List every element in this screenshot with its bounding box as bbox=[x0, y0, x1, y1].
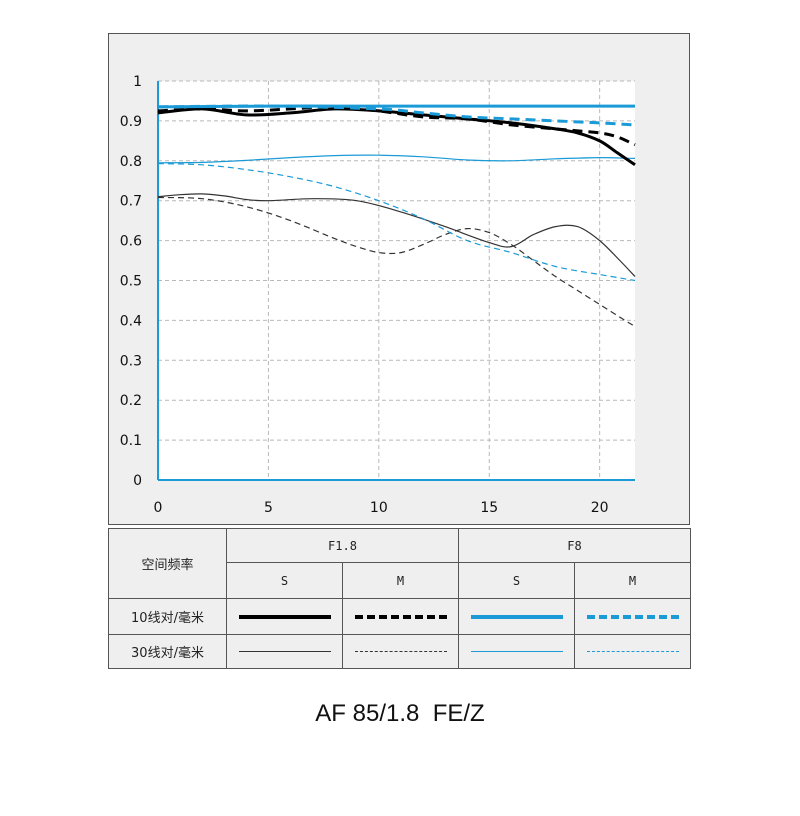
spatial-frequency-header: 空间频率 bbox=[108, 528, 227, 599]
x-tick-label: 0 bbox=[154, 500, 163, 516]
y-tick-label: 0 bbox=[133, 473, 142, 489]
y-tick-label: 0.3 bbox=[120, 353, 142, 369]
y-tick-label: 0.7 bbox=[120, 194, 142, 210]
swatch-10-f8-m bbox=[573, 598, 692, 635]
y-tick-label: 0.8 bbox=[120, 154, 142, 170]
f18-sagittal-header: S bbox=[226, 562, 343, 599]
f8-sagittal-header: S bbox=[458, 562, 575, 599]
y-tick-label: 0.9 bbox=[120, 114, 142, 130]
aperture-f8-header: F8 bbox=[457, 528, 692, 563]
swatch-30-f18-s bbox=[226, 634, 343, 669]
swatch-10-f18-s bbox=[226, 598, 343, 635]
series-line-2 bbox=[157, 104, 635, 109]
swatch-30-f18-m bbox=[342, 634, 459, 669]
swatch-10-f18-m bbox=[342, 598, 459, 635]
swatch-30-f8-s bbox=[458, 634, 575, 669]
series-line-0 bbox=[157, 107, 636, 167]
swatch-30-f8-m bbox=[573, 634, 692, 669]
swatch-10-f8-s bbox=[458, 598, 575, 635]
y-tick-label: 0.5 bbox=[120, 274, 142, 290]
y-tick-label: 0.6 bbox=[120, 234, 142, 250]
x-tick-label: 20 bbox=[591, 500, 609, 516]
x-tick-label: 15 bbox=[480, 500, 498, 516]
series-line-1 bbox=[157, 105, 636, 147]
product-caption: AF 85/1.8 FE/Z bbox=[315, 700, 485, 727]
series-line-5 bbox=[157, 196, 636, 327]
mtf-chart: 00.10.20.30.40.50.60.70.80.910 5 10 15 20 bbox=[120, 74, 636, 516]
legend-table: 空间频率 F1.8 F8 S M S M 10线对/毫米 30线对/毫米 bbox=[108, 528, 692, 669]
series-line-3 bbox=[157, 104, 636, 127]
x-tick-label: 5 bbox=[264, 500, 273, 516]
f8-meridional-header: M bbox=[573, 562, 692, 599]
y-tick-label: 0.2 bbox=[120, 393, 142, 409]
aperture-f18-header: F1.8 bbox=[226, 528, 459, 563]
series-line-6 bbox=[157, 154, 636, 164]
f18-meridional-header: M bbox=[342, 562, 459, 599]
row-30lp-label: 30线对/毫米 bbox=[108, 634, 227, 669]
series-line-7 bbox=[157, 163, 636, 282]
y-tick-label: 0.1 bbox=[120, 433, 142, 449]
row-10lp-label: 10线对/毫米 bbox=[108, 598, 227, 635]
y-tick-label: 0.4 bbox=[120, 313, 142, 329]
x-tick-label: 10 bbox=[370, 500, 388, 516]
y-tick-label: 1 bbox=[133, 74, 142, 90]
